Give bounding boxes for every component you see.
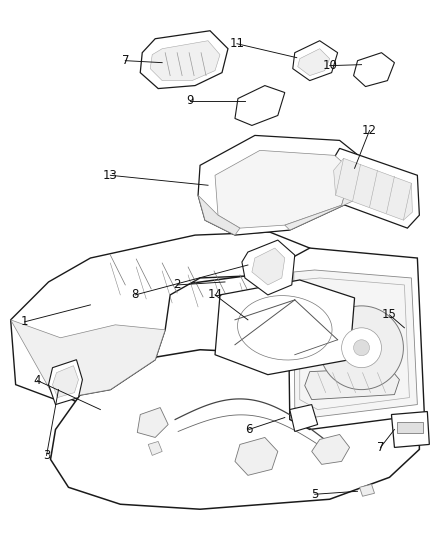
Polygon shape [140, 31, 228, 88]
Text: 15: 15 [382, 309, 397, 321]
Polygon shape [293, 41, 338, 80]
Text: 3: 3 [43, 449, 50, 462]
Text: 7: 7 [377, 441, 384, 454]
Polygon shape [53, 270, 410, 434]
Polygon shape [242, 240, 295, 295]
Text: 8: 8 [131, 288, 139, 301]
Polygon shape [330, 148, 419, 228]
Polygon shape [294, 270, 417, 417]
Bar [397, 422, 424, 433]
Polygon shape [298, 49, 330, 76]
Text: 4: 4 [34, 374, 41, 387]
Polygon shape [252, 248, 285, 285]
Polygon shape [360, 484, 374, 496]
Text: 2: 2 [173, 278, 181, 292]
Polygon shape [305, 368, 399, 400]
Polygon shape [53, 366, 78, 398]
Polygon shape [235, 86, 285, 125]
Polygon shape [148, 441, 162, 455]
Polygon shape [137, 408, 168, 438]
Polygon shape [290, 405, 318, 432]
Polygon shape [11, 320, 165, 400]
Text: 9: 9 [186, 94, 194, 107]
Circle shape [342, 328, 381, 368]
Polygon shape [11, 232, 314, 400]
Circle shape [353, 340, 370, 356]
Polygon shape [285, 171, 355, 230]
Polygon shape [50, 350, 419, 509]
Polygon shape [353, 53, 395, 86]
Polygon shape [288, 248, 424, 430]
Text: 11: 11 [230, 37, 244, 50]
Polygon shape [215, 280, 355, 375]
Polygon shape [334, 158, 413, 220]
Text: 13: 13 [103, 169, 118, 182]
Text: 14: 14 [208, 288, 223, 301]
Text: 5: 5 [311, 488, 318, 501]
Text: 7: 7 [122, 54, 129, 67]
Polygon shape [215, 150, 352, 228]
Text: 10: 10 [322, 59, 337, 72]
Polygon shape [150, 41, 220, 80]
Polygon shape [198, 195, 240, 235]
Polygon shape [312, 434, 350, 464]
Text: 1: 1 [21, 316, 28, 328]
Polygon shape [275, 355, 288, 366]
Polygon shape [49, 360, 82, 405]
Text: 12: 12 [362, 124, 377, 137]
Text: 6: 6 [245, 423, 253, 436]
Polygon shape [392, 411, 429, 447]
Polygon shape [198, 135, 364, 235]
Circle shape [320, 306, 403, 390]
Polygon shape [235, 438, 278, 475]
